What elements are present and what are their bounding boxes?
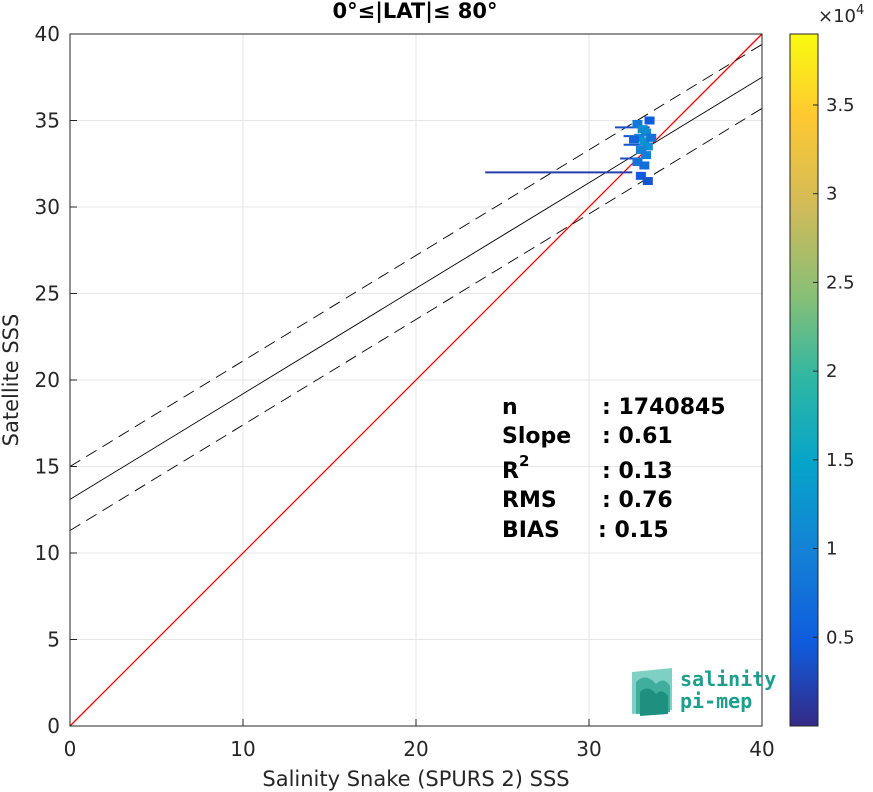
y-tick-label: 15 xyxy=(35,455,60,479)
y-tick-label: 10 xyxy=(35,541,60,565)
density-point xyxy=(644,116,655,125)
density-point xyxy=(646,133,657,142)
salinity-pi-mep-logo: salinity pi-mep xyxy=(632,667,776,716)
density-point xyxy=(635,171,646,180)
stat-n-label: n xyxy=(502,395,518,420)
stat-r2-sup: 2 xyxy=(519,452,529,470)
y-tick-label: 20 xyxy=(35,368,60,392)
colorbar-tick-label: 0.5 xyxy=(826,627,855,648)
logo-wave-icon xyxy=(632,668,672,716)
logo-line2: pi-mep xyxy=(680,689,752,713)
x-axis-label: Salinity Snake (SPURS 2) SSS xyxy=(262,767,569,791)
colorbar xyxy=(789,33,819,727)
density-point xyxy=(641,151,652,160)
stat-slope-value: : 0.61 xyxy=(602,424,673,449)
x-tick-label: 20 xyxy=(403,737,428,761)
density-point xyxy=(635,145,646,154)
colorbar-tick-label: 1.5 xyxy=(826,450,855,471)
y-tick-label: 25 xyxy=(35,282,60,306)
colorbar-exponent-base: ×10 xyxy=(818,6,856,27)
axes-box xyxy=(69,33,763,727)
stat-rms-label: RMS xyxy=(502,488,557,513)
density-point xyxy=(632,119,643,128)
data-layer xyxy=(69,33,763,727)
density-point xyxy=(634,133,645,142)
colorbar-tick-label: 1 xyxy=(826,539,837,560)
y-axis-label: Satellite SSS xyxy=(0,314,23,447)
x-tick-label: 10 xyxy=(230,737,255,761)
stats-box: n : 1740845 Slope : 0.61 R2 : 0.13 RMS :… xyxy=(502,395,726,543)
stat-bias-label: BIAS xyxy=(502,518,560,543)
y-tick-label: 30 xyxy=(35,195,60,219)
stat-n-value: : 1740845 xyxy=(602,395,726,420)
colorbar-exponent-power: 4 xyxy=(856,3,864,18)
stat-rms-value: : 0.76 xyxy=(602,488,673,513)
density-point xyxy=(642,142,653,151)
stat-r2-value: : 0.13 xyxy=(602,459,673,484)
colorbar-tick-label: 2 xyxy=(826,361,837,382)
density-point xyxy=(632,158,643,167)
density-point xyxy=(641,128,652,137)
colorbar-tick-label: 3 xyxy=(826,184,837,205)
x-tick-label: 40 xyxy=(749,737,774,761)
y-tick-label: 40 xyxy=(35,22,60,46)
density-point xyxy=(642,177,653,186)
chart-title: 0°≤|LAT|≤ 80° xyxy=(332,0,497,24)
colorbar-exponent: ×104 xyxy=(818,3,864,27)
colorbar-ticks: 0.5 1 1.5 2 2.5 3 3.5 xyxy=(813,95,855,648)
stat-bias-value: : 0.15 xyxy=(598,518,669,543)
line-upper xyxy=(69,43,763,467)
logo-line1: salinity xyxy=(680,667,776,691)
density-point xyxy=(639,161,650,170)
colorbar-tick-label: 2.5 xyxy=(826,272,855,293)
stat-r2-base: R xyxy=(502,459,519,484)
stat-slope-label: Slope xyxy=(502,424,571,449)
y-tick-label: 35 xyxy=(35,109,60,133)
colorbar-tick-label: 3.5 xyxy=(826,95,855,116)
y-tick-label: 0 xyxy=(47,714,60,738)
x-tick-label: 0 xyxy=(64,737,77,761)
x-tick-label: 30 xyxy=(576,737,601,761)
density-point xyxy=(628,135,639,144)
stat-r2-label: R2 xyxy=(502,452,529,484)
y-tick-label: 5 xyxy=(47,628,60,652)
density-point xyxy=(639,137,650,146)
axis-ticks: 0 10 20 30 40 0 5 10 15 20 25 30 35 40 xyxy=(35,22,775,761)
